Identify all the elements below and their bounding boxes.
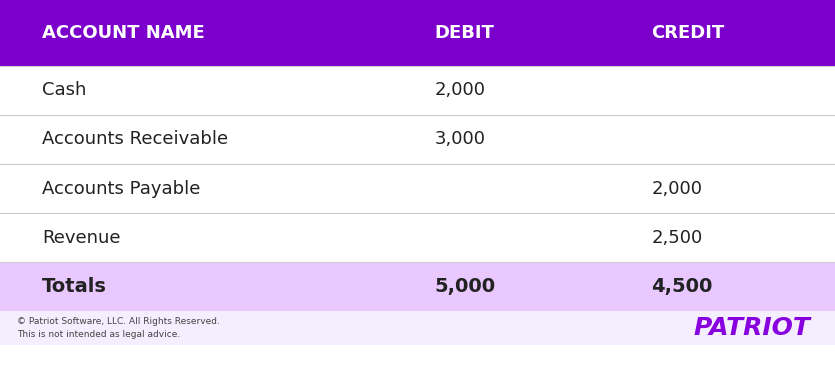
Text: Accounts Receivable: Accounts Receivable [42,130,228,149]
FancyBboxPatch shape [0,66,835,262]
Text: This is not intended as legal advice.: This is not intended as legal advice. [17,329,180,339]
Text: 4,500: 4,500 [651,277,713,296]
FancyBboxPatch shape [0,0,835,66]
Text: Accounts Payable: Accounts Payable [42,179,200,198]
Text: ACCOUNT NAME: ACCOUNT NAME [42,24,205,42]
Text: Totals: Totals [42,277,107,296]
Text: 2,000: 2,000 [651,179,702,198]
Text: 2,500: 2,500 [651,228,702,247]
Text: PATRIOT: PATRIOT [693,316,810,340]
FancyBboxPatch shape [0,311,835,345]
Text: DEBIT: DEBIT [434,24,494,42]
Text: 2,000: 2,000 [434,81,485,100]
Text: CREDIT: CREDIT [651,24,725,42]
Text: Revenue: Revenue [42,228,120,247]
Text: 5,000: 5,000 [434,277,495,296]
Text: © Patriot Software, LLC. All Rights Reserved.: © Patriot Software, LLC. All Rights Rese… [17,317,220,326]
Text: Cash: Cash [42,81,86,100]
Text: 3,000: 3,000 [434,130,485,149]
FancyBboxPatch shape [0,262,835,311]
